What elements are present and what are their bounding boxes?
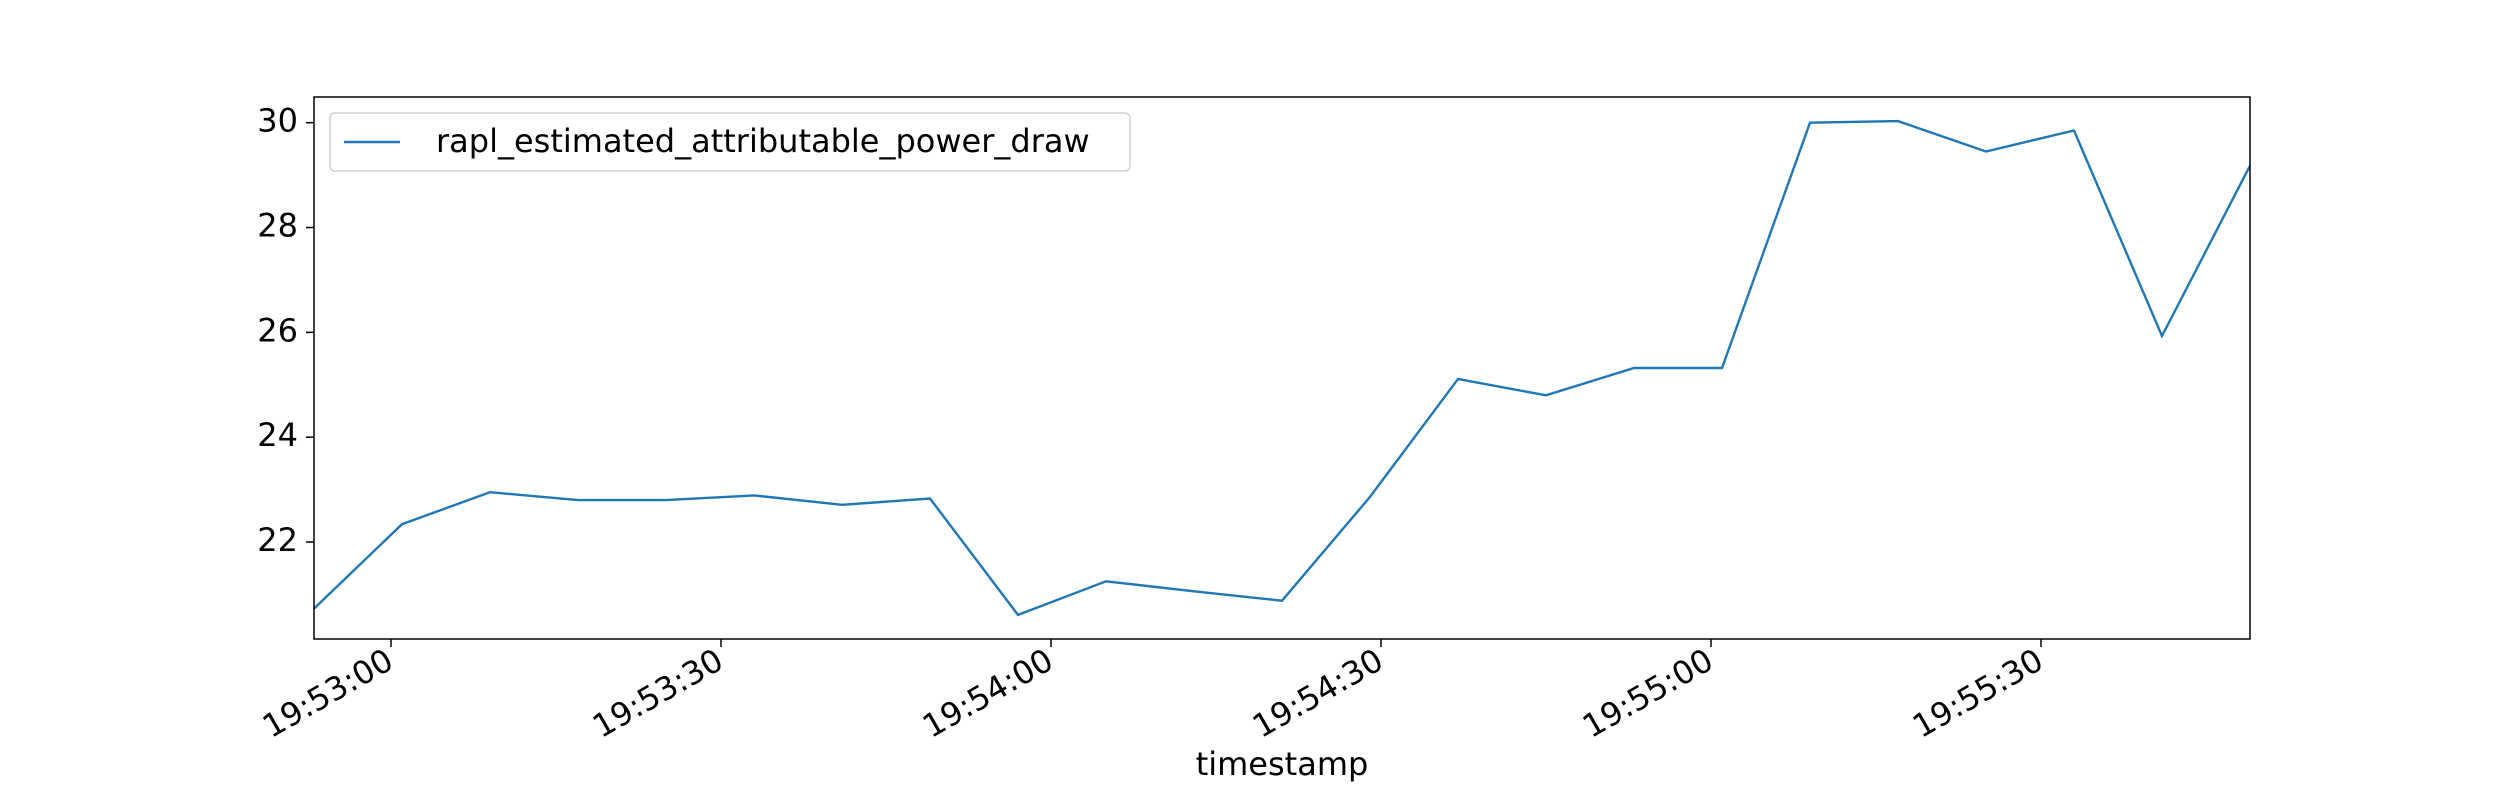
legend-box bbox=[329, 112, 1131, 172]
x-tick-label: 19:55:30 bbox=[1906, 641, 2049, 746]
x-tick-label: 19:54:30 bbox=[1246, 641, 1389, 746]
legend-label: rapl_estimated_attributable_power_draw bbox=[436, 122, 1090, 160]
x-tick-label: 19:55:00 bbox=[1576, 641, 1719, 746]
y-tick-label: 22 bbox=[257, 521, 298, 559]
y-tick-label: 24 bbox=[257, 416, 298, 454]
legend: rapl_estimated_attributable_power_draw bbox=[329, 112, 1131, 172]
plot-frame bbox=[313, 96, 2251, 640]
x-tick-label: 19:53:30 bbox=[586, 641, 729, 746]
x-tick-label: 19:53:00 bbox=[256, 641, 399, 746]
x-axis-label: timestamp bbox=[1196, 745, 1369, 783]
x-tick-label: 19:54:00 bbox=[916, 641, 1059, 746]
y-tick-label: 28 bbox=[257, 207, 298, 245]
y-tick-label: 26 bbox=[257, 311, 298, 349]
data-line bbox=[313, 119, 2252, 617]
y-tick-label: 30 bbox=[257, 102, 298, 140]
